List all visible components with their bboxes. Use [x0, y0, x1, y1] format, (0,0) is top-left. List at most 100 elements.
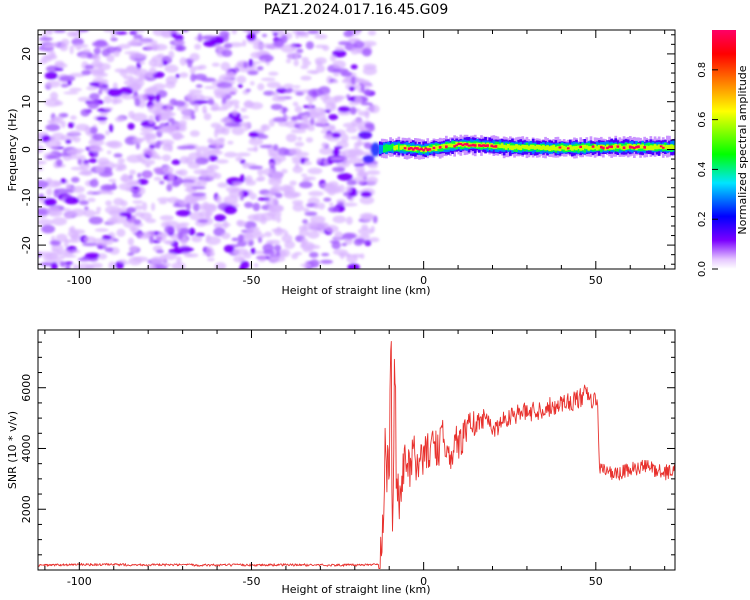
band-cell: [478, 144, 481, 147]
noise-blob: [250, 81, 255, 86]
noise-blob: [247, 214, 260, 221]
noise-blob: [158, 200, 167, 205]
noise-blob: [271, 91, 279, 97]
noise-blob: [153, 176, 162, 181]
noise-blob: [307, 30, 320, 34]
noise-blob: [181, 30, 189, 33]
noise-blob: [340, 71, 353, 77]
noise-blob: [236, 75, 247, 84]
noise-blob: [131, 214, 137, 222]
band-cell: [566, 147, 570, 150]
noise-blob: [46, 80, 61, 88]
noise-blob: [284, 116, 292, 120]
noise-blob: [364, 122, 375, 129]
noise-blob: [224, 151, 238, 158]
noise-blob: [94, 211, 101, 215]
noise-blob: [98, 89, 103, 95]
spectrogram-y-axis-label: Frequency (Hz): [6, 109, 19, 192]
band-cell: [641, 144, 644, 149]
band-cell: [535, 144, 539, 149]
band-cell: [430, 146, 434, 151]
noise-blob: [205, 246, 214, 255]
noise-blob: [266, 81, 281, 89]
noise-blob: [89, 179, 99, 188]
noise-blob: [56, 159, 63, 167]
noise-blob: [44, 71, 58, 80]
y-tick-label: -20: [20, 236, 33, 254]
noise-blob: [77, 257, 91, 262]
noise-blob: [64, 196, 80, 205]
noise-blob: [361, 40, 377, 47]
noise-blob: [361, 47, 372, 57]
noise-blob: [293, 192, 302, 197]
noise-blob: [168, 143, 173, 153]
band-cell: [455, 141, 458, 147]
noise-blob: [105, 141, 120, 147]
noise-blob: [174, 245, 180, 254]
noise-blob: [69, 72, 86, 78]
noise-blob: [333, 72, 340, 77]
noise-blob: [261, 43, 273, 49]
spectrogram-noise: [38, 30, 382, 269]
noise-blob: [329, 124, 336, 133]
noise-blob: [76, 47, 82, 51]
noise-blob: [228, 42, 244, 48]
noise-blob: [214, 214, 227, 222]
spectrogram-signal-band: [378, 134, 675, 160]
band-cell: [529, 144, 533, 149]
noise-blob: [268, 187, 280, 194]
onset-blob: [362, 155, 375, 164]
noise-blob: [333, 95, 346, 100]
noise-blob: [69, 148, 86, 153]
noise-blob: [282, 106, 287, 115]
band-cell: [407, 147, 411, 151]
noise-blob: [100, 184, 115, 192]
noise-blob: [228, 111, 241, 120]
noise-blob: [96, 116, 108, 121]
band-cell: [449, 143, 452, 148]
band-cell: [453, 145, 456, 148]
noise-blob: [174, 45, 187, 52]
noise-blob: [55, 141, 62, 146]
noise-blob: [257, 83, 265, 91]
noise-blob: [213, 87, 228, 97]
noise-blob: [221, 97, 227, 104]
noise-blob: [233, 248, 249, 256]
band-cell: [579, 145, 582, 151]
noise-blob: [337, 106, 351, 113]
noise-blob: [332, 79, 339, 84]
band-cell: [438, 146, 442, 149]
noise-blob: [122, 75, 134, 80]
noise-blob: [193, 73, 207, 81]
noise-blob: [253, 263, 259, 268]
noise-blob: [105, 200, 112, 206]
noise-blob: [128, 110, 135, 119]
noise-blob: [153, 110, 160, 117]
noise-blob: [64, 261, 74, 265]
noise-blob: [107, 190, 114, 195]
noise-blob: [164, 64, 179, 73]
band-cell: [426, 148, 430, 152]
noise-blob: [314, 119, 327, 126]
noise-blob: [80, 108, 90, 117]
noise-blob: [358, 171, 368, 178]
noise-blob: [64, 212, 73, 220]
noise-blob: [181, 109, 192, 116]
noise-blob: [145, 132, 157, 139]
colorbar-tick-label: 0.8: [697, 62, 708, 78]
noise-blob: [167, 196, 180, 204]
noise-blob: [169, 130, 174, 136]
snr-panel: -100 -50 0 50 2000 4000 6000 Height of straigh…: [6, 329, 676, 596]
noise-blob: [290, 129, 306, 134]
noise-blob: [118, 259, 127, 264]
noise-blob: [228, 189, 244, 198]
noise-blob: [360, 102, 373, 106]
noise-blob: [351, 119, 364, 128]
noise-blob: [246, 147, 258, 152]
noise-blob: [273, 154, 287, 163]
noise-blob: [155, 93, 161, 103]
noise-blob: [240, 115, 250, 119]
noise-blob: [166, 102, 172, 111]
noise-blob: [263, 193, 274, 198]
band-cell: [527, 146, 531, 150]
